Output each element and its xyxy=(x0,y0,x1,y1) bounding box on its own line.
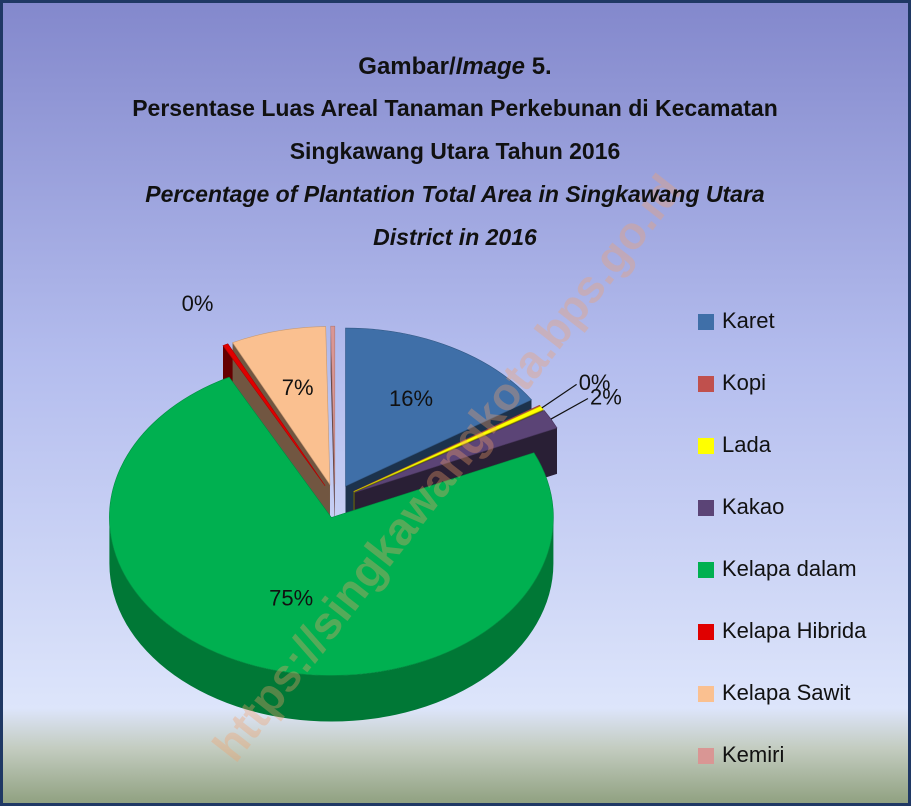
legend-label: Kelapa Sawit xyxy=(722,680,850,705)
data-label: 0% xyxy=(579,370,611,395)
legend-label: Kelapa Hibrida xyxy=(722,618,867,643)
title-part: Gambar/ xyxy=(358,53,456,80)
labels: 16%0%2%75%0%7% xyxy=(182,291,622,610)
data-label: 16% xyxy=(389,386,433,411)
legend-swatch xyxy=(698,314,714,330)
slice xyxy=(353,405,544,492)
legend-swatch xyxy=(698,748,714,764)
data-label: 7% xyxy=(282,375,314,400)
title-line: Gambar/Image 5. xyxy=(358,53,551,80)
data-label: 0% xyxy=(182,291,214,316)
data-label: 2% xyxy=(590,384,622,409)
legend-swatch xyxy=(698,376,714,392)
legend-swatch xyxy=(698,624,714,640)
pie xyxy=(109,325,558,722)
title-part: 5. xyxy=(525,53,552,80)
title: Gambar/Image 5. Persentase Luas Areal Tan… xyxy=(132,53,778,250)
legend-label: Kelapa dalam xyxy=(722,556,857,581)
leader-line xyxy=(550,397,589,420)
title-part: Image xyxy=(456,53,525,80)
slice xyxy=(232,326,331,486)
title-line: Persentase Luas Areal Tanaman Perkebunan… xyxy=(132,95,778,121)
slice xyxy=(222,343,326,486)
legend-label: Kemiri xyxy=(722,742,784,767)
title-line: Singkawang Utara Tahun 2016 xyxy=(290,138,621,164)
slice-side xyxy=(109,517,554,722)
legend-swatch xyxy=(698,438,714,454)
legend-label: Karet xyxy=(722,308,775,333)
legend-swatch xyxy=(698,562,714,578)
legend-swatch xyxy=(698,500,714,516)
legend-label: Kakao xyxy=(722,494,784,519)
title-line: District in 2016 xyxy=(373,224,537,250)
slice xyxy=(330,325,336,485)
data-label: 75% xyxy=(269,585,313,610)
legend-label: Lada xyxy=(722,432,772,457)
title-line: Percentage of Plantation Total Area in S… xyxy=(145,181,765,207)
slice xyxy=(109,376,554,676)
slice xyxy=(345,327,532,487)
legend-swatch xyxy=(698,686,714,702)
legend: Karet Kopi Lada Kakao Kelapa dalam Kelapa Hib… xyxy=(698,308,867,767)
legend-label: Kopi xyxy=(722,370,766,395)
leader-line xyxy=(541,383,577,409)
